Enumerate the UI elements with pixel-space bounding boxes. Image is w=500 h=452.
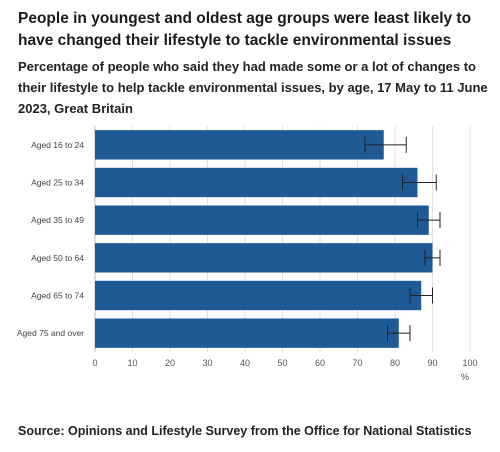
chart-subtitle: Percentage of people who said they had m… [18, 59, 488, 116]
x-tick-label-30: 30 [202, 358, 212, 368]
category-label-2: Aged 25 to 34 [31, 178, 84, 188]
x-tick-label-60: 60 [315, 358, 325, 368]
bar-5 [95, 280, 422, 311]
x-tick-label-0: 0 [92, 358, 97, 368]
category-label-6: Aged 75 and over [17, 328, 84, 338]
x-tick-label-40: 40 [240, 358, 250, 368]
category-label-5: Aged 65 to 74 [31, 291, 84, 301]
x-axis-label: % [461, 372, 469, 382]
x-tick-label-90: 90 [427, 358, 437, 368]
x-tick-label-100: 100 [462, 358, 477, 368]
bar-4 [95, 243, 433, 273]
x-tick-label-70: 70 [352, 358, 362, 368]
bar-6 [95, 318, 399, 348]
x-tick-label-50: 50 [277, 358, 287, 368]
bar-3 [95, 205, 429, 235]
category-label-1: Aged 16 to 24 [31, 140, 84, 150]
category-label-4: Aged 50 to 64 [31, 253, 84, 263]
bar-2 [95, 167, 418, 198]
x-tick-label-20: 20 [165, 358, 175, 368]
x-tick-label-10: 10 [127, 358, 137, 368]
source-note: Source: Opinions and Lifestyle Survey fr… [18, 424, 472, 438]
category-label-3: Aged 35 to 49 [31, 215, 84, 225]
chart-title: People in youngest and oldest age groups… [18, 10, 472, 49]
bar-1 [95, 130, 384, 160]
x-tick-label-80: 80 [390, 358, 400, 368]
